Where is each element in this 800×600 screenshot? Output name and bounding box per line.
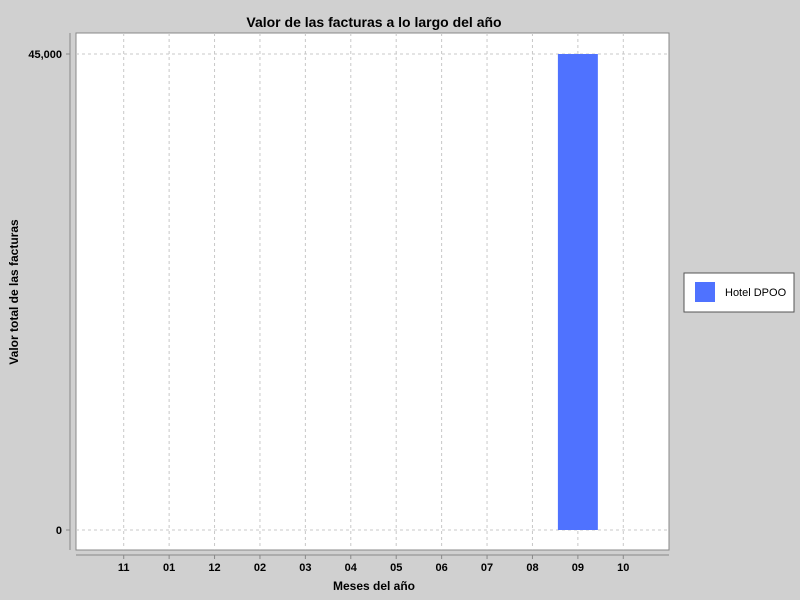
y-tick-label: 0 [56, 525, 62, 537]
legend-label: Hotel DPOO [725, 287, 787, 299]
x-ticks: 11 01 12 02 03 04 05 06 07 08 09 10 [118, 555, 629, 574]
x-tick-label: 12 [208, 562, 220, 574]
x-axis-label: Meses del año [333, 579, 415, 593]
y-ticks: 0 45,000 [28, 49, 70, 537]
x-tick-label: 03 [299, 562, 311, 574]
x-tick-label: 08 [526, 562, 538, 574]
x-tick-label: 05 [390, 562, 402, 574]
y-axis-label: Valor total de las facturas [7, 219, 21, 365]
x-tick-label: 06 [436, 562, 448, 574]
legend-swatch [695, 282, 715, 302]
y-tick-label: 45,000 [28, 49, 62, 61]
x-tick-label: 10 [617, 562, 629, 574]
bars [557, 54, 598, 530]
x-tick-label: 07 [481, 562, 493, 574]
x-tick-label: 01 [163, 562, 175, 574]
chart-title: Valor de las facturas a lo largo del año [246, 14, 501, 30]
bar [557, 54, 598, 530]
x-tick-label: 02 [254, 562, 266, 574]
legend: Hotel DPOO [683, 272, 795, 313]
x-tick-label: 04 [345, 562, 358, 574]
x-tick-label: 11 [118, 562, 130, 574]
x-tick-label: 09 [572, 562, 584, 574]
